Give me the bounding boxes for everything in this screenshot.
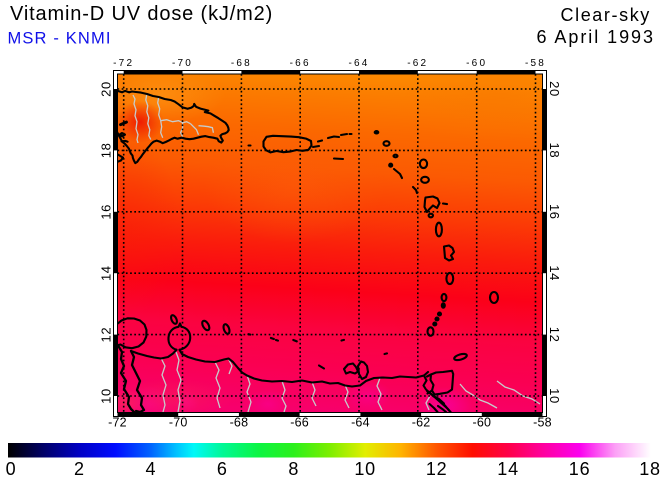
svg-text:12: 12 [99, 327, 114, 343]
svg-text:14: 14 [99, 265, 114, 281]
svg-text:10: 10 [99, 388, 114, 404]
svg-text:20: 20 [99, 81, 114, 97]
svg-text:18: 18 [547, 143, 562, 159]
svg-text:-60: -60 [466, 58, 487, 69]
svg-text:-60: -60 [472, 416, 491, 430]
svg-text:Vitamin-D UV dose (kJ/m2): Vitamin-D UV dose (kJ/m2) [10, 3, 273, 25]
svg-text:14: 14 [547, 265, 562, 281]
svg-text:2: 2 [74, 459, 85, 479]
svg-text:0: 0 [6, 459, 17, 479]
svg-text:-70: -70 [172, 58, 193, 69]
svg-text:8: 8 [288, 459, 299, 479]
svg-text:18: 18 [639, 459, 661, 479]
svg-text:14: 14 [497, 459, 519, 479]
svg-text:-58: -58 [533, 416, 552, 430]
svg-text:18: 18 [99, 143, 114, 159]
svg-text:10: 10 [354, 459, 376, 479]
svg-text:-70: -70 [169, 416, 188, 430]
svg-text:6: 6 [217, 459, 228, 479]
svg-text:10: 10 [547, 388, 562, 404]
svg-text:-68: -68 [230, 416, 249, 430]
svg-text:6 April 1993: 6 April 1993 [537, 27, 655, 47]
svg-text:4: 4 [145, 459, 156, 479]
svg-text:-58: -58 [525, 58, 546, 69]
svg-text:16: 16 [99, 204, 114, 220]
svg-text:-62: -62 [412, 416, 431, 430]
svg-text:-72: -72 [108, 416, 127, 430]
svg-text:-64: -64 [348, 58, 369, 69]
svg-text:-66: -66 [290, 416, 309, 430]
svg-text:Clear-sky: Clear-sky [561, 5, 651, 25]
svg-text:MSR - KNMI: MSR - KNMI [8, 30, 112, 48]
svg-text:16: 16 [547, 204, 562, 220]
svg-text:-64: -64 [351, 416, 370, 430]
svg-text:16: 16 [569, 459, 591, 479]
svg-text:20: 20 [547, 81, 562, 97]
svg-text:-72: -72 [113, 58, 134, 69]
svg-text:-68: -68 [231, 58, 252, 69]
svg-text:-66: -66 [290, 58, 311, 69]
svg-text:12: 12 [426, 459, 448, 479]
svg-text:-62: -62 [407, 58, 428, 69]
svg-text:12: 12 [547, 327, 562, 343]
